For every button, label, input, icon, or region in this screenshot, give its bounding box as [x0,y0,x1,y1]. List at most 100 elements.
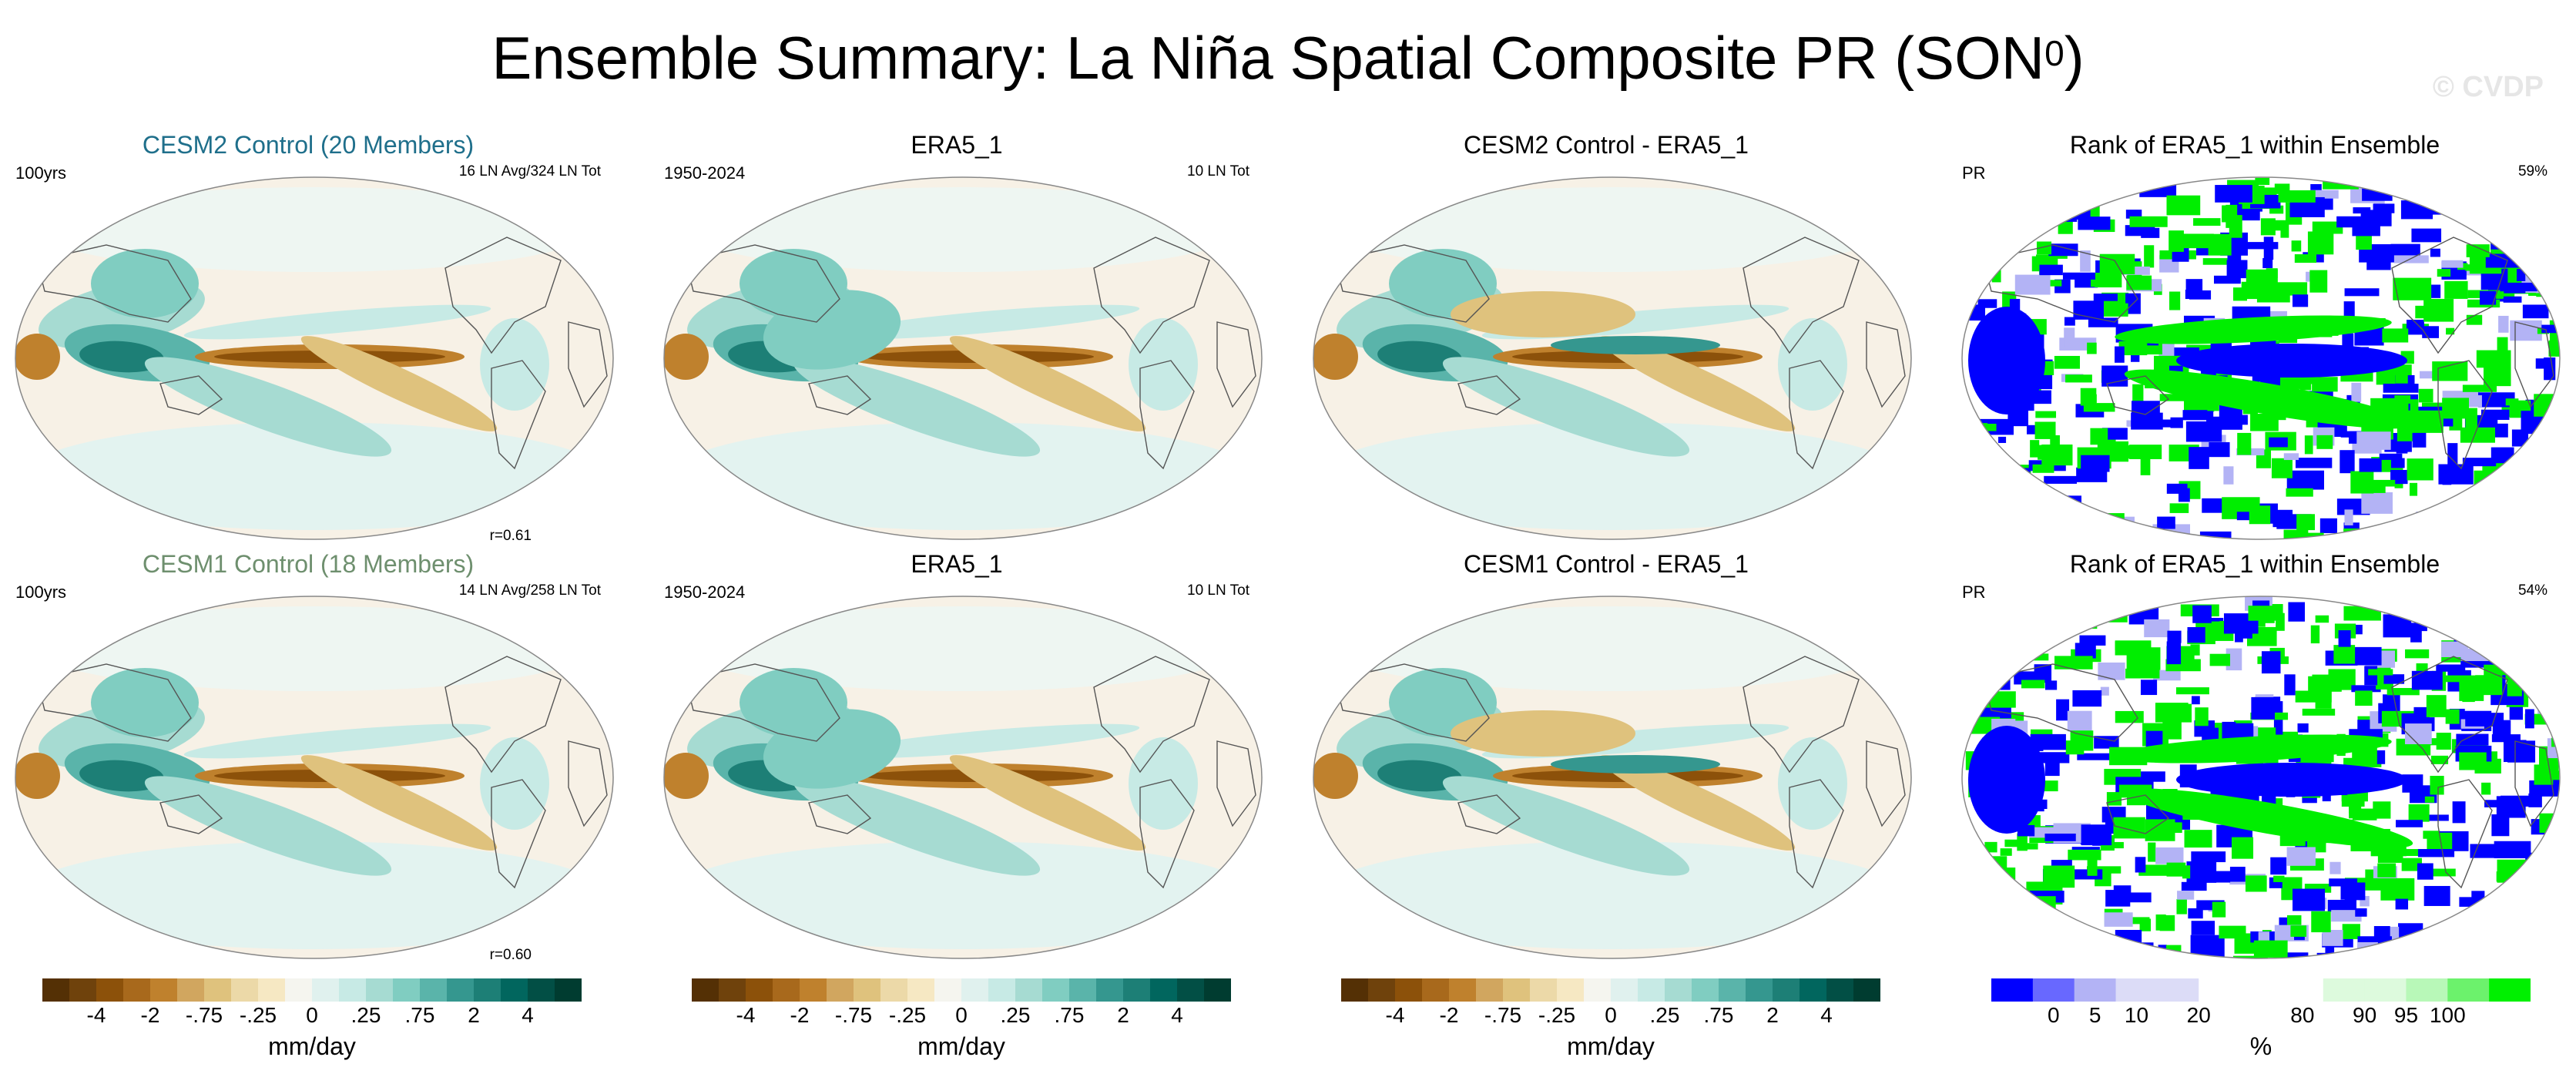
map-container [662,595,1263,965]
rank-cell [2077,753,2111,760]
rank-cell [2165,945,2182,958]
rank-cell [2061,606,2083,616]
rank-cell [2466,314,2483,325]
pattern-correlation: r=0.61 [489,528,532,544]
rank-cell [2355,908,2367,917]
coastline [1216,321,1256,408]
rank-cell [2000,848,2012,856]
rank-cell [1965,453,2000,476]
rank-cell [2531,445,2545,465]
rank-cell [2067,710,2092,732]
rank-cell [1966,674,1997,695]
rank-cell [2070,730,2094,751]
rank-cell [2444,280,2468,299]
rank-cell [2394,395,2411,404]
coastline [2391,237,2508,354]
rank-cell [2181,881,2207,891]
rank-cell [2544,947,2559,955]
rank-cell [2519,670,2535,685]
rank-cell [2270,857,2287,875]
rank-cell [2140,680,2158,696]
colorbar-swatch [2364,978,2407,1002]
field-samerica [480,737,549,830]
rank-cell [1963,210,1987,221]
colorbar-tick-label: .25 [1649,1003,1680,1027]
rank-cell [2237,432,2252,455]
field-southern-band [670,422,1256,530]
rank-cell [2112,528,2132,539]
rank-cell [2470,625,2501,636]
rank-cell [2229,867,2246,882]
rank-cell [2430,775,2444,795]
rank-cell [2249,505,2271,525]
coastline [2437,360,2493,470]
rank-cell [2166,862,2186,877]
rank-cell [2034,664,2052,683]
colorbar-swatch [719,978,746,1002]
field-se-pacific-dry [949,336,1146,431]
rank-cell [2177,891,2195,900]
rank-cell [2386,687,2420,696]
rank-cell [2297,723,2309,733]
field-io-dry [1313,753,1358,799]
colorbar-swatch [42,978,70,1002]
rank-cell [2356,431,2391,450]
rank-cell [2031,729,2053,737]
rank-cell [2469,488,2506,508]
rank-cell [2373,203,2395,213]
rank-cell [2531,438,2559,458]
panel-right-label: 10 LN Tot [1187,582,1249,599]
colorbar-tick-label: -.75 [1484,1003,1522,1027]
panel-right-label: 16 LN Avg/324 LN Tot [458,163,601,180]
colorbar-swatch [880,978,908,1002]
rank-cell [2106,792,2122,806]
panel-title: CESM2 Control - ERA5_1 [1464,131,1749,159]
watermark: © CVDP [2432,71,2544,103]
rank-cell [2495,512,2530,530]
rank-cell [2354,624,2363,635]
rank-cell [2302,708,2336,716]
rank-cell [2361,945,2394,958]
rank-cell [2560,201,2561,223]
rank-cell [2553,780,2560,787]
field-itcz [183,304,491,340]
rank-cell [2368,669,2393,676]
colorbar: -4 -2 -.75 -.25 0 .25 .75 2 4 mm/day [692,978,1231,1060]
rank-cell [2420,868,2456,877]
world-map [1961,176,2561,540]
rank-cell [2081,524,2099,539]
rank-cell [2360,947,2370,955]
rank-cell [2002,955,2023,958]
rank-cell [2405,410,2444,433]
rank-cell [2507,220,2521,228]
coastline [2391,656,2508,774]
rank-cell [2091,273,2113,287]
rank-cell [2537,699,2558,714]
rank-cell [2191,921,2215,935]
rank-cell [2517,616,2528,629]
colorbar-tick-label: -2 [790,1003,810,1027]
rank-cell [1987,868,2016,880]
rank-cell [2246,269,2278,289]
rank-cell [2155,914,2166,931]
field-itcz [832,723,1140,759]
colorbar-swatch [934,978,962,1002]
rank-cell [1986,218,2020,226]
rank-cell [2411,670,2443,690]
rank-cell [2209,653,2231,666]
panel-left-label: PR [1962,582,1986,602]
rank-cell [2032,390,2051,404]
rank-cell [2507,878,2541,897]
rank-cell [2048,529,2059,539]
rank-cell [2038,445,2068,460]
panel-title: ERA5_1 [911,550,1003,578]
rank-cell [2468,497,2499,505]
map-border [15,596,614,959]
rank-cell [2052,611,2082,623]
rank-cell [2180,233,2214,249]
panel-title: CESM1 Control - ERA5_1 [1464,550,1749,578]
colorbar-tick-label: -.25 [239,1003,277,1027]
rank-cell [2056,699,2070,721]
rank-cell [2253,940,2288,958]
rank-cell [2485,253,2521,268]
